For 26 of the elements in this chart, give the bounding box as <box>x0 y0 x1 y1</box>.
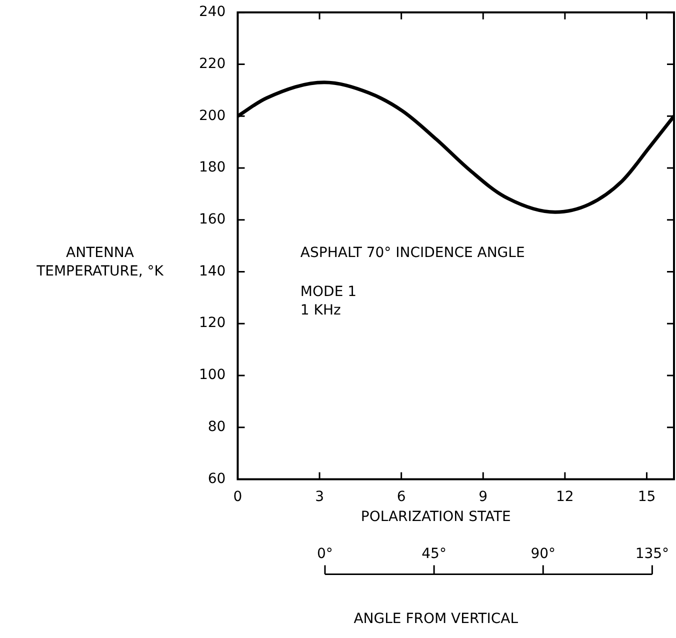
annotation: ASPHALT 70° INCIDENCE ANGLE <box>300 245 525 262</box>
x2-tick-label: 90° <box>530 546 556 562</box>
x2-tick-label: 45° <box>422 546 446 562</box>
x-tick-label: 15 <box>638 489 656 506</box>
y-axis-title: ANTENNA TEMPERATURE, °K <box>36 245 164 280</box>
y-tick-label: 220 <box>198 56 226 72</box>
y-tick-label: 180 <box>198 160 226 176</box>
y-tick-label: 160 <box>198 212 226 228</box>
y-tick-label: 60 <box>208 470 226 487</box>
y-tick-label: 140 <box>198 263 226 280</box>
x2-tick-label: 0° <box>317 546 333 562</box>
y-tick-label: 100 <box>198 367 226 384</box>
x-axis-title: POLARIZATION STATE <box>360 508 511 525</box>
x-tick-label: 3 <box>315 489 324 506</box>
y-tick-label: 240 <box>198 4 226 20</box>
x-tick-label: 12 <box>556 489 574 506</box>
x-tick-label: 0 <box>233 489 242 506</box>
annotation: 1 KHz <box>300 302 341 318</box>
y-tick-label: 80 <box>208 418 226 435</box>
annotation: MODE 1 <box>300 284 357 300</box>
x-tick-label: 6 <box>396 489 406 506</box>
y-tick-label: 200 <box>198 108 226 124</box>
x2-tick-label: 135° <box>635 546 670 562</box>
x-tick-label: 9 <box>478 489 488 506</box>
y-tick-label: 120 <box>198 315 226 332</box>
x2-axis-title: ANGLE FROM VERTICAL <box>354 610 518 627</box>
